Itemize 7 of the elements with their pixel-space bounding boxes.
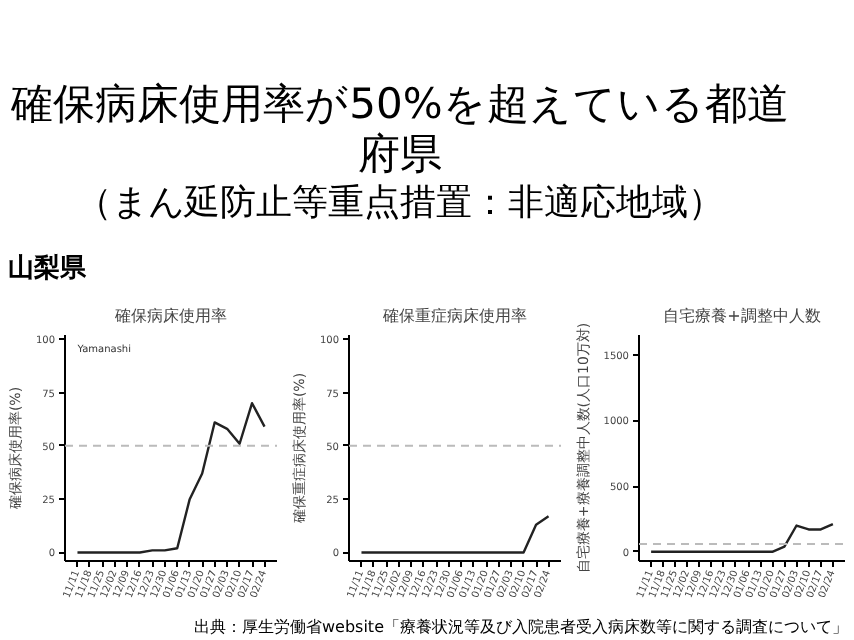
text: 山梨県	[6, 252, 88, 288]
chart-title: 確保重症病床使用率	[381, 307, 527, 325]
text: 確保病床使用率が50%を超えている都道府県	[9, 78, 791, 180]
source-note: 出典：厚生労働省website「療養状況等及び入院患者受入病床数等に関する調査について」	[192, 616, 848, 639]
chart-title: 自宅療養+調整中人数	[663, 307, 821, 325]
text: （まん延防止等重点措置：非適応地域）	[74, 180, 726, 228]
chart-title: 確保病床使用率	[113, 307, 227, 325]
